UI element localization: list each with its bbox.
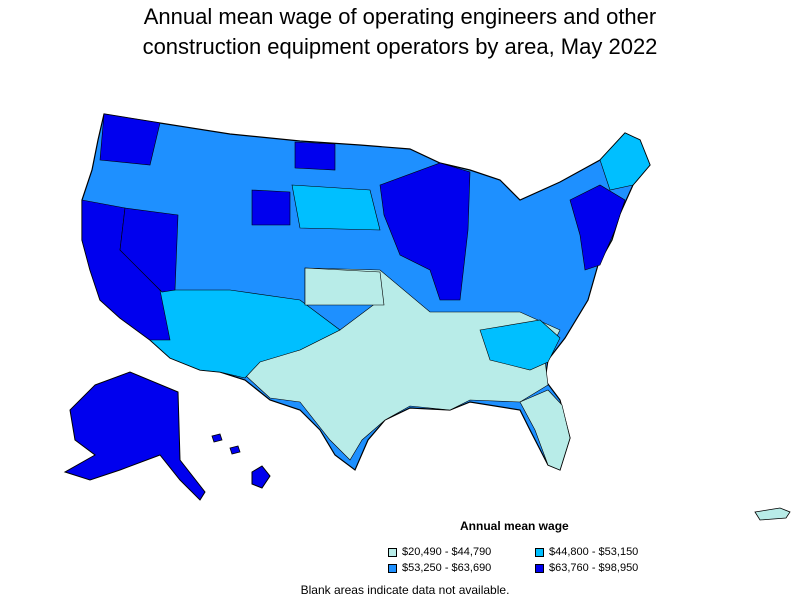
region-northeast	[569, 184, 626, 271]
region-kansas	[304, 267, 385, 306]
legend-item-1: $20,490 - $44,790	[388, 546, 491, 558]
puerto-rico	[754, 507, 791, 521]
map-title-line-2: construction equipment operators by area…	[142, 34, 658, 59]
region-southeast-mid	[479, 319, 561, 371]
legend-swatch-3	[388, 563, 397, 573]
hawaii-islands	[211, 433, 241, 455]
legend-label-1: $20,490 - $44,790	[402, 546, 492, 558]
legend-item-4: $63,760 - $98,950	[535, 562, 638, 574]
legend-label-2: $44,800 - $53,150	[549, 546, 639, 558]
region-washington	[99, 113, 161, 166]
map-title-line-1: Annual mean wage of operating engineers …	[143, 4, 657, 29]
legend-item-2: $44,800 - $53,150	[535, 546, 638, 558]
data-availability-note: Blank areas indicate data not available.	[300, 583, 510, 597]
legend-label-3: $53,250 - $63,690	[402, 562, 492, 574]
hawaii	[251, 465, 271, 489]
region-north-dakota	[294, 141, 336, 171]
region-midwest	[379, 162, 471, 301]
legend-swatch-2	[535, 547, 544, 557]
map-title: Annual mean wage of operating engineers …	[0, 2, 800, 62]
alaska	[63, 371, 206, 501]
region-wyoming-mt	[251, 189, 291, 226]
legend-item-3: $53,250 - $63,690	[388, 562, 491, 574]
region-northern-plains	[291, 184, 381, 231]
legend-title: Annual mean wage	[460, 519, 569, 533]
region-new-england-mid	[599, 132, 651, 191]
region-southwest	[149, 289, 341, 379]
region-florida	[519, 389, 571, 471]
legend-swatch-1	[388, 547, 397, 557]
region-nevada	[119, 207, 179, 293]
legend-swatch-4	[535, 563, 544, 573]
legend-label-4: $63,760 - $98,950	[549, 562, 639, 574]
